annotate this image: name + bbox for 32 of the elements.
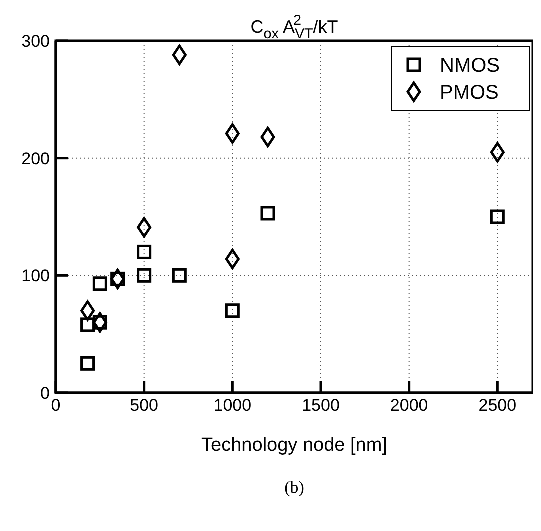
legend-label: PMOS	[440, 82, 499, 104]
x-tick-label: 2500	[478, 396, 517, 416]
point	[92, 312, 108, 333]
point	[260, 126, 276, 148]
y-tick-label: 0	[40, 384, 50, 404]
point	[80, 356, 96, 371]
point	[172, 44, 187, 66]
point	[92, 276, 108, 292]
x-tick-label: 2000	[390, 396, 428, 416]
point	[80, 300, 96, 322]
y-tick-label: 100	[22, 266, 50, 286]
x-axis-title: Technology node [nm]	[202, 435, 388, 456]
point	[225, 304, 240, 318]
x-tick-label: 1000	[214, 396, 252, 416]
text: (b)	[284, 478, 304, 497]
legend-label: NMOS	[440, 55, 500, 77]
x-tick-label: 1500	[302, 396, 340, 416]
point	[172, 268, 187, 283]
point	[137, 268, 152, 283]
y-tick-label: 200	[22, 149, 50, 168]
point	[225, 123, 240, 144]
point	[137, 217, 152, 238]
point	[110, 268, 126, 290]
point	[225, 248, 240, 270]
chart-title: C$_{ox}$ A$_{VT}$$^{2}$/kT	[250, 12, 338, 42]
point	[490, 142, 505, 163]
y-tick-label: 300	[22, 32, 50, 52]
point	[260, 206, 276, 221]
point	[490, 210, 505, 224]
point	[80, 318, 96, 332]
point	[137, 244, 152, 260]
x-tick-label: 500	[130, 396, 159, 416]
